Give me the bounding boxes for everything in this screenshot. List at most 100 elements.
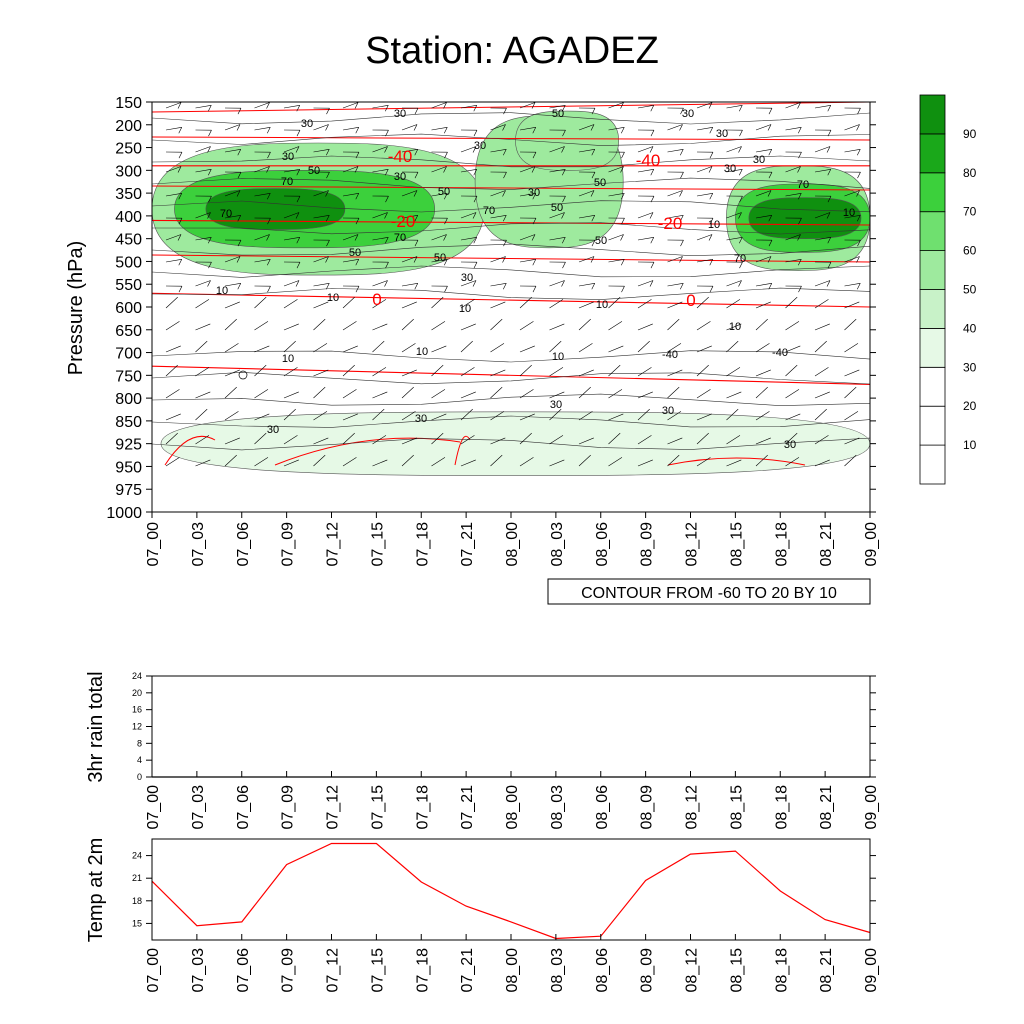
- contour-label: 10: [596, 299, 608, 311]
- wind-barb: [620, 166, 624, 173]
- wind-barb: [431, 457, 446, 467]
- contour-label: 10: [416, 346, 428, 358]
- wind-barb: [532, 259, 537, 266]
- wind-barb: [578, 318, 591, 331]
- x-tick-label: 08_06: [594, 785, 611, 830]
- wind-barb: [208, 237, 212, 244]
- wind-barb: [354, 102, 359, 109]
- contour-label: -40: [662, 349, 678, 361]
- wind-barb: [195, 212, 211, 219]
- wind-barb: [502, 190, 506, 197]
- wind-barb: [621, 152, 625, 159]
- wind-barb: [443, 234, 447, 241]
- wind-barb: [519, 389, 534, 399]
- wind-barb: [608, 364, 621, 377]
- wind-barb: [431, 258, 448, 263]
- wind-barb: [755, 454, 768, 467]
- wind-barb: [178, 259, 183, 266]
- wind-barb: [608, 102, 624, 109]
- wind-barb: [768, 283, 773, 290]
- wind-barb: [591, 149, 596, 156]
- wind-barb: [267, 127, 271, 134]
- wind-barb: [401, 411, 416, 421]
- wind-barb: [608, 345, 624, 353]
- wind-barb: [739, 130, 743, 137]
- wind-barb: [578, 148, 595, 153]
- wind-barb: [503, 240, 507, 247]
- time-tick-label: 08_15: [728, 522, 745, 567]
- wind-barb: [826, 280, 831, 287]
- contour-label: 70: [394, 232, 406, 244]
- wind-barb: [254, 102, 270, 109]
- x-tick-label: 08_09: [639, 948, 656, 993]
- wind-barb: [473, 105, 478, 112]
- time-tick-label: 07_03: [190, 522, 207, 567]
- y-tick-label: 18: [132, 896, 142, 906]
- wind-barb: [326, 283, 330, 290]
- time-tick-label: 08_18: [773, 522, 790, 567]
- wind-barb: [708, 166, 713, 173]
- pressure-tick-label: 300: [115, 163, 142, 180]
- wind-barb: [267, 218, 271, 225]
- wind-barb: [313, 214, 330, 219]
- time-tick-label: 08_00: [504, 522, 521, 567]
- contour-label: 10: [843, 207, 855, 219]
- wind-barb: [679, 124, 683, 131]
- wind-barb: [696, 389, 711, 399]
- colorbar-label: 40: [963, 321, 977, 335]
- wind-barb: [266, 166, 270, 173]
- wind-speed-contour: [151, 133, 871, 146]
- wind-barb: [401, 256, 418, 263]
- wind-barb: [443, 102, 447, 109]
- x-tick-label: 08_09: [639, 785, 656, 830]
- wind-barb: [857, 108, 861, 115]
- wind-barb: [650, 105, 655, 112]
- wind-barb: [650, 130, 655, 137]
- temperature-contour-label: -20: [391, 212, 416, 231]
- wind-barb: [444, 152, 448, 159]
- wind-barb: [325, 124, 329, 131]
- wind-barb: [165, 258, 182, 263]
- wind-barb: [444, 259, 448, 266]
- temperature-contour-label: -40: [388, 147, 413, 166]
- wind-barb: [768, 149, 773, 156]
- wind-barb: [237, 215, 242, 222]
- wind-barb: [532, 218, 537, 225]
- wind-barb: [608, 296, 621, 309]
- wind-barb: [785, 296, 798, 309]
- wind-barb: [726, 435, 741, 445]
- x-tick-label: 08_15: [728, 785, 745, 830]
- temp-frame: [151, 838, 871, 941]
- wind-barb: [696, 432, 709, 445]
- wind-barb: [401, 124, 418, 131]
- wind-barb: [856, 256, 860, 263]
- wind-barb: [844, 282, 861, 287]
- wind-barb: [578, 411, 593, 421]
- wind-barb: [650, 237, 655, 244]
- wind-barb: [385, 105, 389, 112]
- wind-barb: [372, 236, 389, 241]
- wind-barb: [785, 166, 801, 173]
- wind-barb: [767, 256, 772, 263]
- wind-barb: [178, 193, 183, 200]
- time-tick-label: 07_15: [369, 522, 386, 567]
- pressure-tick-label: 600: [115, 300, 142, 317]
- temperature-contour-label: 0: [372, 290, 381, 309]
- wind-barb: [857, 149, 861, 156]
- wind-barb: [785, 321, 800, 331]
- contour-label: 30: [662, 405, 674, 417]
- wind-barb: [561, 280, 565, 287]
- wind-barb: [844, 214, 861, 219]
- wind-barb: [562, 105, 566, 112]
- wind-barb: [739, 237, 743, 244]
- wind-barb: [224, 437, 240, 445]
- time-tick-label: 09_00: [863, 522, 880, 567]
- wind-barb: [224, 256, 241, 263]
- wind-barb: [649, 146, 654, 153]
- wind-barb: [814, 459, 830, 467]
- wind-barb: [342, 389, 357, 399]
- wind-barb: [431, 364, 444, 377]
- wind-barb: [401, 214, 418, 219]
- x-tick-label: 07_00: [145, 785, 162, 830]
- contour-label: 70: [483, 205, 495, 217]
